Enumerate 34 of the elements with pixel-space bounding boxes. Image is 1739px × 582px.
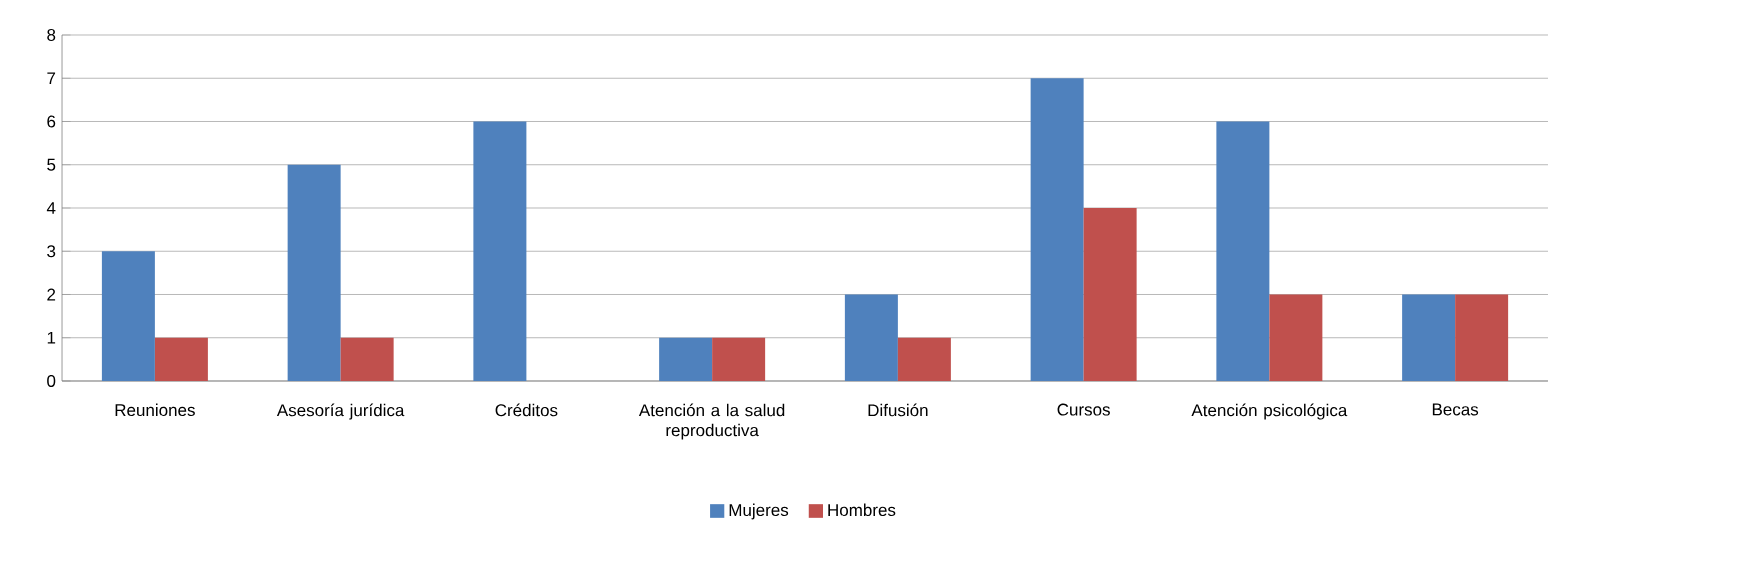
y-tick-label: 5 [47,158,56,171]
bar [101,251,155,381]
bar [1083,207,1137,381]
bar [1402,294,1456,381]
bar [897,337,951,381]
legend-label: Hombres [828,503,896,517]
bar [1216,121,1270,381]
x-tick-label: Atención psicológica [1191,403,1348,420]
y-tick-label: 4 [46,202,56,214]
x-tick-label: Becas [1432,403,1479,416]
y-tick-label: 3 [47,245,56,258]
bar [844,294,898,381]
x-tick-label: Cursos [1057,403,1110,416]
legend-label: Mujeres [729,503,789,520]
x-tick-label: Reuniones [115,403,195,417]
bar [473,121,527,381]
x-tick-label: Asesoría jurídica [276,403,405,420]
bar [712,337,766,381]
x-tick-label: Créditos [495,403,558,417]
y-tick-label: 2 [47,288,56,301]
bar [340,337,394,381]
y-tick-label: 6 [47,115,56,128]
bar [287,164,341,381]
y-tick-label: 1 [47,331,56,344]
bar [659,337,713,381]
x-tick-label: Difusión [868,403,928,417]
y-tick-label: 7 [47,72,56,85]
bar [1030,78,1084,381]
y-tick-label: 0 [47,374,56,387]
bar [1269,294,1323,381]
bar [154,337,208,381]
x-tick-label: Atención a la salud reproductiva [638,403,785,440]
bar [1455,294,1509,381]
y-tick-label: 8 [47,28,56,41]
